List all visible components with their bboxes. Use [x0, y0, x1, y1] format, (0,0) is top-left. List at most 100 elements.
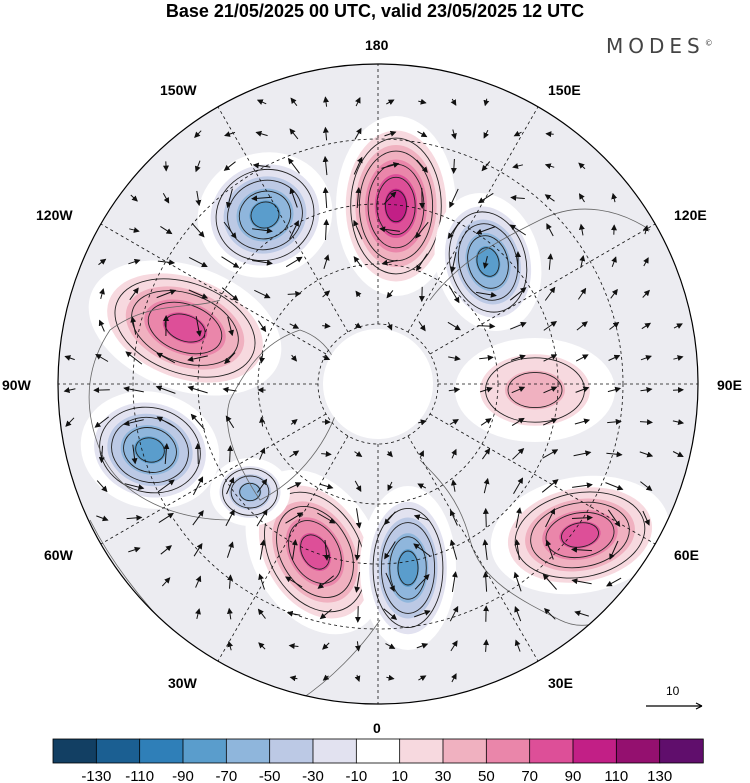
wind-arrow — [543, 354, 558, 362]
wind-arrow — [448, 285, 460, 304]
wind-arrow — [355, 96, 361, 107]
wind-arrow — [288, 643, 299, 650]
colorbar-label: -90 — [172, 768, 194, 783]
colorbar-cell — [442, 738, 488, 764]
meridian-line — [100, 413, 327, 545]
wind-arrow — [290, 354, 298, 362]
wind-arrow — [354, 572, 361, 593]
colorbar-label: 30 — [435, 768, 452, 783]
wind-arrow — [640, 355, 652, 361]
anomaly-contour-fill — [559, 521, 601, 549]
wind-arrow — [451, 571, 458, 592]
wind-arrow — [259, 353, 266, 364]
wind-arrow — [289, 187, 298, 208]
wind-arrow — [286, 610, 301, 617]
wind-arrow — [221, 256, 240, 268]
wind-arrow — [289, 220, 299, 240]
wind-arrow — [641, 322, 652, 330]
streamline-contour — [288, 520, 342, 584]
wind-arrow — [571, 514, 593, 521]
wind-arrow — [259, 447, 266, 460]
wind-arrow — [514, 539, 521, 560]
wind-arrow — [416, 159, 428, 173]
wind-arrow — [252, 227, 273, 234]
anomaly-contour-fill — [505, 370, 565, 410]
colorbar-label: -70 — [215, 768, 237, 783]
anomaly-contour-fill — [249, 200, 281, 230]
wind-arrow — [323, 254, 330, 269]
wind-arrow — [227, 445, 234, 463]
wind-arrow — [384, 541, 396, 560]
wind-arrow — [225, 509, 235, 527]
wind-arrow — [131, 444, 138, 465]
wind-arrow — [287, 482, 302, 490]
wind-arrow — [322, 187, 329, 209]
wind-arrow — [542, 449, 559, 459]
wind-arrow — [385, 643, 396, 649]
wind-arrow — [479, 386, 493, 393]
wind-arrow — [578, 162, 586, 170]
wind-arrow — [672, 451, 684, 457]
wind-arrow — [479, 354, 494, 361]
wind-arrow — [322, 155, 329, 176]
streamline-contour — [300, 534, 330, 570]
wind-arrow — [418, 675, 427, 682]
map-title: Base 21/05/2025 00 UTC, valid 23/05/2025… — [165, 1, 585, 21]
wind-arrow — [448, 386, 461, 393]
wind-arrow — [639, 451, 654, 458]
copyright-mark: © — [704, 38, 713, 48]
wind-arrow — [224, 352, 236, 365]
wind-arrow — [609, 321, 620, 330]
wind-arrow — [354, 641, 361, 652]
wind-arrow — [128, 258, 141, 265]
wind-arrow — [386, 290, 394, 299]
wind-arrow — [259, 416, 266, 427]
colorbar-cell — [572, 738, 618, 764]
wind-arrow — [417, 483, 427, 489]
wind-arrow — [96, 515, 109, 522]
wind-arrow — [98, 258, 107, 266]
wind-arrow — [482, 571, 489, 592]
wind-arrow — [126, 514, 143, 521]
wind-arrow — [418, 419, 427, 426]
anomaly-contour-fill — [238, 482, 262, 502]
wind-arrow — [251, 195, 272, 202]
wind-arrow — [610, 288, 618, 299]
wind-arrow — [579, 255, 586, 269]
streamline-contour — [372, 507, 444, 629]
wind-arrow — [192, 510, 204, 526]
colorbar-label: -50 — [259, 768, 281, 783]
wind-arrow — [129, 287, 139, 301]
streamline-contour — [123, 427, 177, 473]
wind-arrow — [451, 673, 457, 683]
wind-arrow — [383, 191, 397, 205]
colorbar-cell — [485, 738, 531, 764]
streamline-contour — [276, 506, 354, 598]
wind-arrow — [415, 221, 429, 239]
wind-arrow — [510, 321, 527, 330]
wind-arrow — [513, 477, 523, 495]
colorbar-cell — [95, 738, 141, 764]
wind-arrow — [642, 224, 649, 235]
wind-arrow — [63, 387, 76, 394]
wind-arrow — [226, 476, 235, 495]
wind-arrow — [323, 219, 330, 241]
wind-arrow — [256, 509, 268, 527]
wind-arrow — [129, 227, 140, 233]
wind-arrow — [128, 546, 141, 553]
wind-arrow — [607, 418, 622, 425]
colorbar-label: -30 — [302, 768, 324, 783]
streamline-contour — [376, 176, 416, 236]
wind-arrow — [290, 97, 298, 107]
wind-arrow — [156, 289, 177, 299]
wind-arrow — [381, 259, 398, 266]
wind-arrow — [512, 448, 525, 460]
colorbar-label: 130 — [647, 768, 672, 783]
wind-arrow — [354, 674, 361, 683]
wind-arrow — [543, 321, 558, 331]
colorbar-label: 70 — [521, 768, 538, 783]
colorbar-cell — [182, 738, 228, 764]
colorbar-cells — [52, 738, 704, 764]
wind-arrow — [542, 573, 557, 590]
